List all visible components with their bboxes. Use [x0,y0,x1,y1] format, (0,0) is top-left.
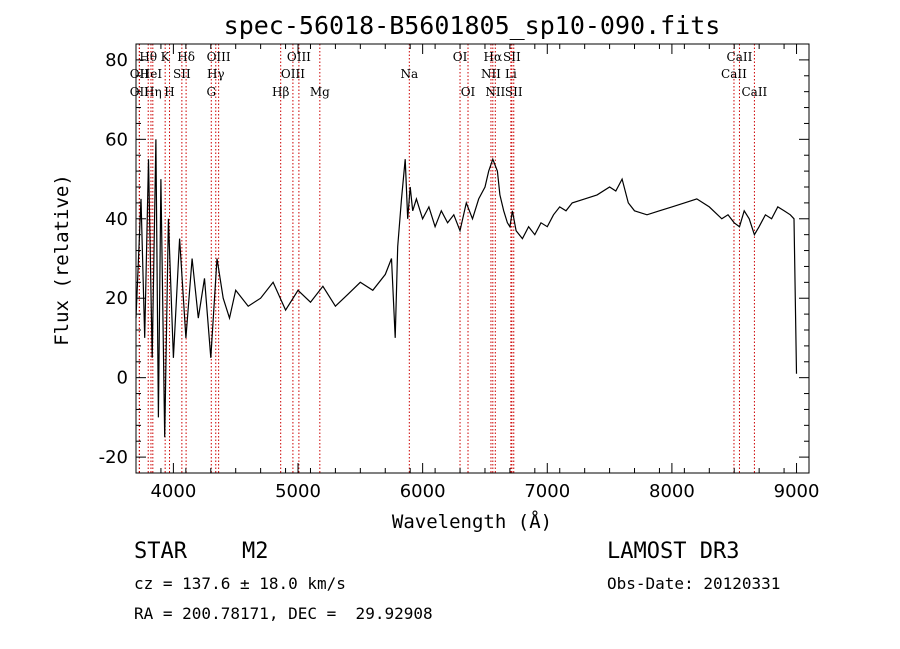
spectral-line-label: HeI [140,67,163,81]
spectral-line-label: SII [505,85,523,99]
y-tick-label: 80 [105,50,128,71]
x-tick-label: 6000 [400,481,446,502]
spectral-line-label: Hη [144,85,162,99]
redshift-text: cz = 137.6 ± 18.0 km/s [134,574,346,593]
y-tick-label: 0 [117,368,128,389]
chart-title: spec-56018-B5601805_sp10-090.fits [224,11,721,40]
spectral-line-label: OI [453,50,468,64]
x-tick-label: 7000 [524,481,570,502]
y-axis-label: Flux (relative) [51,174,73,346]
x-axis-label: Wavelength (Å) [392,510,552,533]
spectral-line-label: NII [485,85,505,99]
spectral-line-label: Hβ [272,85,289,99]
spectral-line-label: CaII [727,50,753,64]
spectral-line-markers [138,44,755,473]
spectral-line-label: SII [173,67,191,81]
spectrum-line [135,139,798,438]
x-tick-label: 5000 [275,481,321,502]
spectral-line-label: Hγ [207,67,225,81]
spectral-line-label: OIII [281,67,305,81]
spectral-line-label: Li [505,67,517,81]
y-tick-label: -20 [99,447,128,468]
spectral-line-label: SII [503,50,521,64]
spectral-line-label: OIII [287,50,311,64]
spectral-line-label: Hα [484,50,503,64]
spectral-line-label: CaII [741,85,767,99]
spectral-line-label: CaII [721,67,747,81]
spectral-line-label: OII [130,67,150,81]
spectral-line-label: H [164,85,174,99]
obs-date: Obs-Date: 20120331 [607,574,781,593]
x-axis: 4000 5000 6000 7000 8000 9000 [135,44,820,502]
spectral-line-label: Na [400,67,418,81]
y-tick-label: 20 [105,288,128,309]
x-tick-label: 4000 [150,481,196,502]
y-tick-label: 60 [105,129,128,150]
spectral-line-label: Hδ [177,50,195,64]
spectral-line-label: G [206,85,216,99]
spectral-line-label: K [161,50,171,64]
spectral-line-label: OI [461,85,476,99]
y-axis: -20 0 20 40 60 80 [99,43,809,474]
coordinates: RA = 200.78171, DEC = 29.92908 [134,604,433,623]
spectral-line-label: NII [481,67,501,81]
spectral-line-label: OIII [207,50,231,64]
y-tick-label: 40 [105,209,128,230]
subclass: M2 [242,539,269,564]
x-tick-label: 8000 [649,481,695,502]
object-class: STAR [134,539,187,564]
spectral-line-label: Hθ [139,50,157,64]
plot-frame [135,43,810,474]
spectral-line-label: Mg [310,85,330,99]
x-tick-label: 9000 [774,481,820,502]
survey-name: LAMOST DR3 [607,539,740,564]
